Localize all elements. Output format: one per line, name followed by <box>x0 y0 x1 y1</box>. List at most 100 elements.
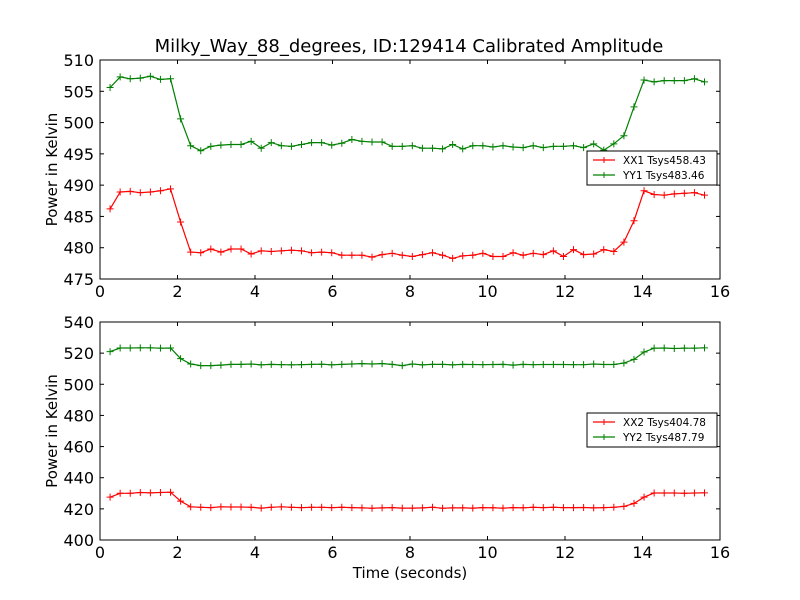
data-point <box>217 141 225 149</box>
data-point <box>449 140 457 148</box>
data-point <box>318 139 326 147</box>
data-point <box>479 504 487 512</box>
data-point <box>227 140 235 148</box>
data-point <box>559 142 567 150</box>
series-2 <box>106 72 708 155</box>
data-point <box>116 344 124 352</box>
data-point <box>590 360 598 368</box>
data-point <box>207 245 215 253</box>
x-tick-label: 8 <box>405 282 415 301</box>
panel-1: 0 2 4 6 8 10 12 14 16 475 480 485 490 495 500 505 510 Pow… <box>43 51 730 301</box>
data-point <box>328 141 336 149</box>
data-point <box>539 361 547 369</box>
data-point <box>247 250 255 258</box>
data-point <box>418 251 426 259</box>
data-point <box>590 250 598 258</box>
data-point <box>126 187 134 195</box>
data-point <box>680 77 688 85</box>
data-point <box>197 362 205 370</box>
legend-box <box>586 412 718 448</box>
data-point <box>328 504 336 512</box>
legend-marker <box>601 434 607 440</box>
data-point <box>529 249 537 257</box>
data-point <box>247 503 255 511</box>
data-point <box>287 246 295 254</box>
data-point <box>650 489 658 497</box>
y-tick-label: 420 <box>63 500 94 519</box>
data-point <box>298 504 305 512</box>
y-tick-label: 505 <box>63 82 94 101</box>
data-point <box>298 140 305 148</box>
series-line <box>109 75 705 152</box>
data-point <box>620 502 628 510</box>
x-tick-label: 6 <box>327 282 337 301</box>
data-point <box>418 144 426 152</box>
data-point <box>519 360 527 368</box>
data-point <box>106 205 114 213</box>
x-tick-label: 10 <box>477 282 497 301</box>
data-point <box>650 78 658 86</box>
y-tick-label: 400 <box>63 531 94 550</box>
x-tick-label: 14 <box>632 282 652 301</box>
data-point <box>449 504 457 512</box>
data-point <box>559 361 567 369</box>
y-tick-label: 485 <box>63 207 94 226</box>
data-point <box>559 252 567 260</box>
data-point <box>479 361 487 369</box>
data-point <box>610 503 618 511</box>
data-point <box>338 360 346 368</box>
data-point <box>156 187 164 195</box>
data-point <box>358 137 366 145</box>
data-point <box>469 142 477 150</box>
data-point <box>519 251 527 259</box>
data-point <box>126 75 134 83</box>
data-point <box>549 361 557 369</box>
data-point <box>539 504 547 512</box>
data-point <box>670 489 678 497</box>
data-point <box>529 361 537 369</box>
data-point <box>539 144 547 152</box>
data-point <box>408 360 416 368</box>
data-point <box>237 503 245 511</box>
data-point <box>690 75 698 83</box>
data-point <box>237 140 245 148</box>
data-point <box>398 142 406 150</box>
data-point <box>338 251 346 259</box>
x-tick-label: 10 <box>477 543 497 562</box>
series-2 <box>106 344 708 370</box>
data-point <box>610 140 618 148</box>
data-point <box>308 249 316 257</box>
legend-box <box>586 150 718 186</box>
data-point <box>348 504 356 512</box>
x-tick-label: 2 <box>172 282 182 301</box>
data-point <box>257 361 265 369</box>
legend-marker <box>601 157 607 163</box>
data-point <box>177 497 185 505</box>
data-point <box>660 344 668 352</box>
data-point <box>257 504 265 512</box>
y-tick-label: 460 <box>63 438 94 457</box>
data-point <box>509 249 517 257</box>
data-point <box>690 344 698 352</box>
data-point <box>106 348 114 356</box>
data-point <box>439 251 447 259</box>
x-axis-label: Time (seconds) <box>352 564 468 582</box>
data-point <box>489 504 497 512</box>
legend-marker <box>601 172 607 178</box>
data-point <box>479 249 487 257</box>
data-point <box>590 504 598 512</box>
data-point <box>428 249 436 257</box>
data-point <box>167 488 175 496</box>
data-point <box>489 361 497 369</box>
data-point <box>358 360 366 368</box>
data-point <box>126 344 134 352</box>
data-point <box>580 251 588 259</box>
data-point <box>298 247 305 255</box>
panel-2: 0 2 4 6 8 10 12 14 16 400 420 440 460 480 500 520 540 Pow… <box>43 313 730 582</box>
y-tick-label: 480 <box>63 239 94 258</box>
data-point <box>469 504 477 512</box>
data-point <box>580 503 588 511</box>
data-point <box>418 361 426 369</box>
data-point <box>156 344 164 352</box>
